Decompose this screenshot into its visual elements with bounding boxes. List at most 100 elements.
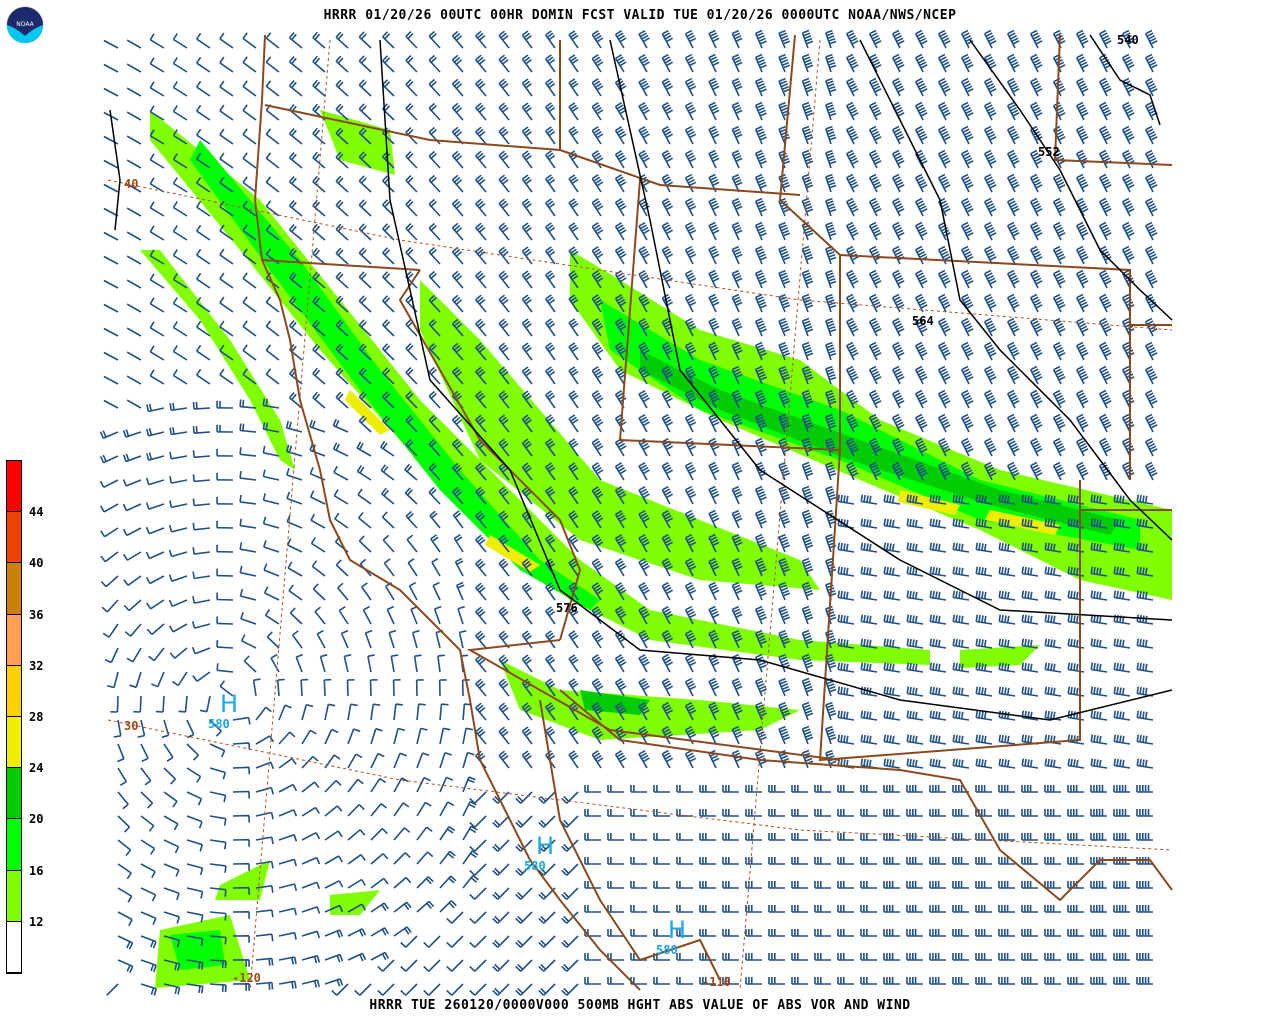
wind-barb [1144,461,1158,481]
wind-barb [754,557,767,577]
wind-barb [1144,221,1158,241]
high-value: 580 [524,859,546,873]
wind-barb [545,654,556,673]
wind-barb [778,509,791,529]
wind-barb [983,149,997,169]
wind-barb [335,559,349,577]
wind-barb [731,53,743,73]
wind-barb [1090,977,1107,985]
wind-barb [451,342,464,361]
wind-barb [126,399,142,409]
wind-barb [614,678,627,697]
wind-barb [845,245,859,265]
wind-barb [209,743,226,758]
wind-barb [708,173,720,193]
wind-barb [149,249,165,265]
wind-barb [591,78,604,97]
wind-barb [289,607,303,625]
wind-barb [860,758,878,769]
wind-barb [731,581,743,601]
wind-barb [1029,365,1043,385]
wind-barb [860,710,878,721]
wind-barb [446,983,464,996]
wind-barb [684,461,697,481]
wind-barb [1144,101,1158,121]
wind-barb [169,427,188,436]
wind-barb [232,959,250,967]
wind-barb [661,509,673,529]
wind-barb [1044,662,1062,673]
wind-barb [983,365,997,385]
wind-barb [103,39,119,49]
border-or-ca [261,259,421,271]
wind-barb [837,809,854,817]
wind-barb [684,581,697,601]
wind-barb [469,839,487,852]
wind-barb [1090,638,1108,649]
contour-label: 564 [912,314,934,328]
wind-barb [123,551,142,561]
wind-barb [346,679,355,697]
wind-barb [614,582,627,601]
wind-barb [952,833,969,841]
legend-swatch [7,563,21,615]
wind-barb [952,857,969,865]
wind-barb [591,342,604,361]
wind-barb [860,881,877,889]
wind-barb [196,176,211,193]
wind-barb [169,500,188,509]
wind-barb [1136,518,1154,529]
wind-barb [126,39,142,49]
wind-barb [262,422,280,433]
wind-barb [975,614,993,625]
wind-barb [914,341,928,361]
wind-barb [126,255,142,265]
wind-barb [451,102,464,121]
wind-barb [451,486,464,505]
wind-barb [708,581,720,601]
wind-barb [1044,566,1062,577]
wind-barb [265,368,280,385]
wind-barb [801,581,814,601]
wind-barb [860,929,877,937]
wind-barb [1144,53,1158,73]
wind-barb [358,271,372,289]
wind-barb [845,125,859,145]
wind-barb [591,558,604,577]
wind-barb [754,677,767,697]
wind-barb [883,662,901,673]
wind-barb [347,854,366,865]
wind-barb [607,977,624,985]
wind-barb [708,701,720,721]
wind-barb [860,857,877,865]
wind-barb [731,341,743,361]
wind-barb [265,224,280,241]
wind-barb [960,125,974,145]
wind-barb [438,679,447,697]
wind-barb [392,679,401,697]
wind-barb [439,703,449,721]
wind-barb [584,905,601,913]
wind-barb [324,880,344,889]
wind-barb [137,719,146,738]
wind-barb [1136,662,1154,673]
wind-barb [498,126,510,145]
wind-barb [242,296,257,313]
wind-barb [998,734,1016,745]
wind-barb [428,366,441,385]
wind-barb [163,983,181,995]
wind-barb [975,785,992,793]
wind-barb [699,809,716,817]
wind-barb [661,197,673,217]
wind-barb [1052,197,1066,217]
wind-barb [614,534,627,553]
wind-barb [1098,245,1112,265]
wind-barb [515,815,533,828]
wind-barb [814,929,831,937]
wind-barb [428,318,441,337]
wind-barb [545,150,556,169]
wind-barb [630,809,647,817]
wind-barb [614,30,627,49]
wind-barb [278,858,298,867]
wind-barb [883,590,901,601]
